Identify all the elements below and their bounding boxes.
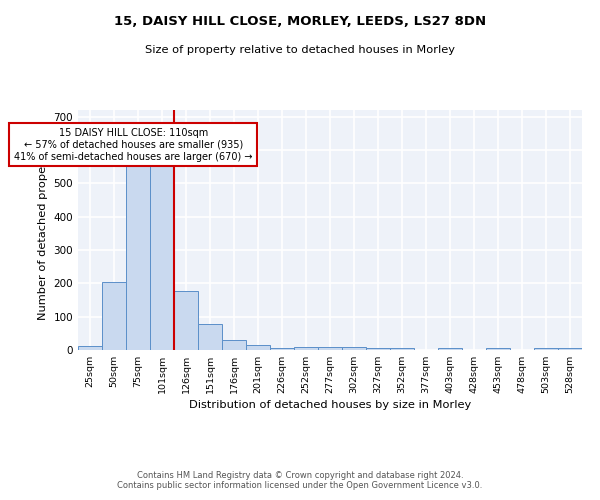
Text: Size of property relative to detached houses in Morley: Size of property relative to detached ho… <box>145 45 455 55</box>
X-axis label: Distribution of detached houses by size in Morley: Distribution of detached houses by size … <box>189 400 471 410</box>
Y-axis label: Number of detached properties: Number of detached properties <box>38 140 48 320</box>
Bar <box>78 346 102 350</box>
Bar <box>486 348 510 350</box>
Bar <box>150 160 174 350</box>
Bar <box>318 346 342 350</box>
Bar <box>366 348 390 350</box>
Bar <box>222 340 246 350</box>
Bar <box>246 346 270 350</box>
Bar <box>558 348 582 350</box>
Bar <box>174 290 198 350</box>
Bar <box>126 165 150 350</box>
Bar <box>342 346 366 350</box>
Bar <box>294 346 318 350</box>
Text: 15, DAISY HILL CLOSE, MORLEY, LEEDS, LS27 8DN: 15, DAISY HILL CLOSE, MORLEY, LEEDS, LS2… <box>114 15 486 28</box>
Text: 15 DAISY HILL CLOSE: 110sqm
← 57% of detached houses are smaller (935)
41% of se: 15 DAISY HILL CLOSE: 110sqm ← 57% of det… <box>14 128 253 162</box>
Text: Contains HM Land Registry data © Crown copyright and database right 2024.
Contai: Contains HM Land Registry data © Crown c… <box>118 470 482 490</box>
Bar <box>534 348 558 350</box>
Bar <box>270 348 294 350</box>
Bar <box>390 348 414 350</box>
Bar <box>102 282 126 350</box>
Bar <box>198 324 222 350</box>
Bar <box>438 348 462 350</box>
